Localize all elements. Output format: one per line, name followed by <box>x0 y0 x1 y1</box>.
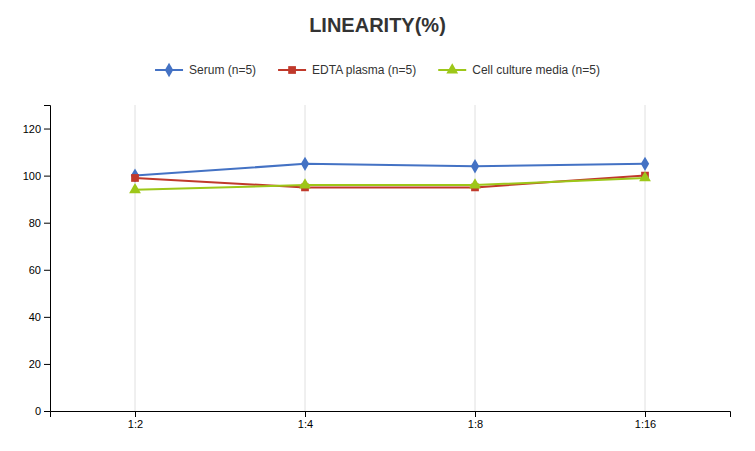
marker <box>299 178 311 188</box>
tick: 40 <box>29 311 50 323</box>
tick-mark <box>44 270 50 271</box>
tick-mark <box>44 411 50 412</box>
tick: 20 <box>29 358 50 370</box>
title: LINEARITY(%) <box>309 14 446 36</box>
legend-item: Cell culture media (n=5) <box>438 63 600 77</box>
tick: 100 <box>23 170 50 182</box>
tick-label: 60 <box>29 264 41 276</box>
tick-mark <box>645 411 646 417</box>
tick: 1:8 <box>468 411 483 430</box>
grid-line <box>645 105 646 411</box>
legend-label: EDTA plasma (n=5) <box>312 63 416 77</box>
y-axis: 0 20 40 60 80 100 120 <box>23 106 51 418</box>
legend-label: Cell culture media (n=5) <box>472 63 600 77</box>
tick-mark <box>44 364 50 365</box>
tick-mark <box>135 411 136 417</box>
marker <box>131 168 139 182</box>
grid-line <box>135 105 136 411</box>
marker <box>129 183 141 193</box>
plot-area <box>129 157 651 193</box>
marker <box>639 171 651 181</box>
line <box>135 164 645 176</box>
marker <box>131 174 139 182</box>
marker <box>301 157 309 171</box>
series <box>131 172 649 192</box>
axis-line <box>51 412 731 418</box>
legend-marker <box>165 63 173 77</box>
series <box>129 171 651 193</box>
chart: 0 20 40 60 80 100 120 1:2 1:4 1:8 1:16 LINEARITY(%)… <box>0 0 755 451</box>
tick-label: 1:16 <box>635 418 656 430</box>
line <box>135 178 645 190</box>
tick-mark <box>44 317 50 318</box>
tick-label: 1:8 <box>468 418 483 430</box>
tick-label: 1:2 <box>128 418 143 430</box>
tick: 1:4 <box>298 411 313 430</box>
tick-mark <box>44 223 50 224</box>
tick-label: 40 <box>29 311 41 323</box>
tick: 80 <box>29 217 50 229</box>
tick: 60 <box>29 264 50 276</box>
tick-label: 0 <box>35 405 41 417</box>
tick-label: 1:4 <box>298 418 313 430</box>
marker <box>471 159 479 173</box>
legend-item: Serum (n=5) <box>155 63 256 77</box>
legend-item: EDTA plasma (n=5) <box>278 63 416 77</box>
legend-label: Serum (n=5) <box>189 63 256 77</box>
tick-label: 80 <box>29 217 41 229</box>
legend: Serum (n=5) EDTA plasma (n=5) Cell culture… <box>155 63 600 77</box>
legend-marker <box>288 66 296 74</box>
tick-mark <box>44 176 50 177</box>
tick-mark <box>44 129 50 130</box>
tick-label: 100 <box>23 170 41 182</box>
tick: 120 <box>23 123 50 135</box>
grid-line <box>475 105 476 411</box>
tick: 1:2 <box>128 411 143 430</box>
axis-line <box>44 106 51 412</box>
tick-mark <box>475 411 476 417</box>
legend-marker <box>446 63 458 73</box>
tick: 0 <box>35 405 50 417</box>
tick-mark <box>305 411 306 417</box>
marker <box>641 157 649 171</box>
grid <box>135 105 645 411</box>
marker <box>469 178 481 188</box>
chart-container: 0 20 40 60 80 100 120 1:2 1:4 1:8 1:16 LINEARITY(%)… <box>0 0 755 451</box>
tick-label: 120 <box>23 123 41 135</box>
x-axis: 1:2 1:4 1:8 1:16 <box>51 411 731 430</box>
grid-line <box>305 105 306 411</box>
series <box>131 157 649 183</box>
tick: 1:16 <box>635 411 656 430</box>
tick-label: 20 <box>29 358 41 370</box>
